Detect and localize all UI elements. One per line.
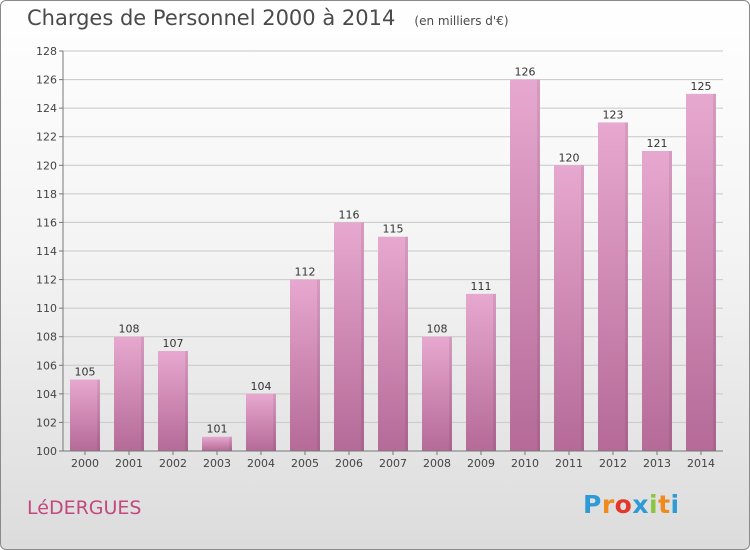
- bar-shade: [141, 336, 144, 451]
- bar: [686, 93, 716, 451]
- logo-letter: t: [658, 490, 671, 519]
- data-label: 115: [383, 223, 404, 236]
- logo-letter: P: [583, 490, 602, 519]
- x-tick-label: 2007: [379, 457, 407, 470]
- bar-shade: [405, 236, 408, 451]
- bar-shade: [273, 393, 276, 451]
- data-label: 111: [471, 280, 492, 293]
- x-tick-label: 2004: [247, 457, 275, 470]
- y-tick-label: 116: [36, 216, 57, 229]
- logo-letter: i: [649, 490, 659, 519]
- data-label: 112: [295, 266, 316, 279]
- y-tick-label: 108: [36, 331, 57, 344]
- data-label: 121: [647, 137, 668, 150]
- data-label: 105: [75, 366, 96, 379]
- bar: [466, 293, 496, 451]
- title-row: Charges de Personnel 2000 à 2014 (en mil…: [27, 6, 509, 30]
- data-label: 107: [163, 337, 184, 350]
- y-tick-label: 120: [36, 159, 57, 172]
- chart-title: Charges de Personnel 2000 à 2014: [27, 6, 396, 30]
- x-tick-label: 2010: [511, 457, 539, 470]
- y-tick-label: 102: [36, 416, 57, 429]
- bar-layer: 105 108 107 101 104 112 116 115 108 111 126 120 123 1…: [70, 66, 716, 452]
- x-tick-label: 2013: [643, 457, 671, 470]
- x-tick-label: 2006: [335, 457, 363, 470]
- y-tick-label: 106: [36, 359, 57, 372]
- data-label: 126: [515, 66, 536, 79]
- chart-subtitle: (en milliers d'€): [414, 14, 509, 28]
- y-tick-label: 118: [36, 188, 57, 201]
- bar: [70, 379, 100, 451]
- logo-letter: o: [614, 490, 633, 519]
- x-tick-label: 2003: [203, 457, 231, 470]
- bar-shade: [185, 351, 188, 451]
- data-label: 125: [691, 80, 712, 93]
- proxiti-logo[interactable]: Proxiti: [583, 490, 680, 519]
- bar: [598, 122, 628, 451]
- x-tick-label: 2014: [687, 457, 715, 470]
- x-tick-label: 2008: [423, 457, 451, 470]
- axis-layer: 100 102 104 106 108 110 112 114 116 118 120 122 124 1…: [36, 45, 723, 470]
- data-label: 123: [603, 108, 624, 121]
- bar-shade: [537, 79, 540, 452]
- logo-letter: x: [632, 490, 649, 519]
- bar-shade: [97, 379, 100, 451]
- y-tick-label: 110: [36, 302, 57, 315]
- bar: [422, 336, 452, 451]
- bar-shade: [493, 293, 496, 451]
- commune-name: LéDERGUES: [27, 497, 142, 519]
- bar-shade: [229, 436, 232, 451]
- bar-shade: [669, 151, 672, 451]
- bar-shade: [713, 93, 716, 451]
- bar: [246, 393, 276, 451]
- bar-shade: [317, 279, 320, 451]
- x-tick-label: 2000: [71, 457, 99, 470]
- bar: [158, 351, 188, 451]
- data-label: 104: [251, 380, 272, 393]
- bar-shade: [449, 336, 452, 451]
- bar: [378, 236, 408, 451]
- data-label: 120: [559, 151, 580, 164]
- y-tick-label: 124: [36, 102, 57, 115]
- data-label: 116: [339, 208, 360, 221]
- bar-shade: [625, 122, 628, 451]
- y-tick-label: 114: [36, 245, 57, 258]
- bar: [290, 279, 320, 451]
- y-tick-label: 100: [36, 445, 57, 458]
- bar: [202, 436, 232, 451]
- y-tick-label: 122: [36, 131, 57, 144]
- logo-letter: r: [601, 490, 615, 519]
- x-tick-label: 2001: [115, 457, 143, 470]
- data-label: 108: [427, 323, 448, 336]
- data-label: 101: [207, 423, 228, 436]
- x-tick-label: 2002: [159, 457, 187, 470]
- bar: [510, 79, 540, 452]
- y-tick-label: 126: [36, 74, 57, 87]
- y-tick-label: 112: [36, 274, 57, 287]
- x-tick-label: 2011: [555, 457, 583, 470]
- data-label: 108: [119, 323, 140, 336]
- bar-shade: [581, 165, 584, 452]
- bar: [114, 336, 144, 451]
- bar-chart: 1051081071011041121161151081111261201231…: [36, 45, 723, 470]
- x-tick-label: 2012: [599, 457, 627, 470]
- bar: [334, 222, 364, 451]
- y-tick-label: 104: [36, 388, 57, 401]
- logo-letter: i: [670, 490, 680, 519]
- x-tick-label: 2009: [467, 457, 495, 470]
- x-tick-label: 2005: [291, 457, 319, 470]
- bar: [554, 165, 584, 452]
- y-tick-label: 128: [36, 45, 57, 58]
- bar-shade: [361, 222, 364, 451]
- bar: [642, 151, 672, 451]
